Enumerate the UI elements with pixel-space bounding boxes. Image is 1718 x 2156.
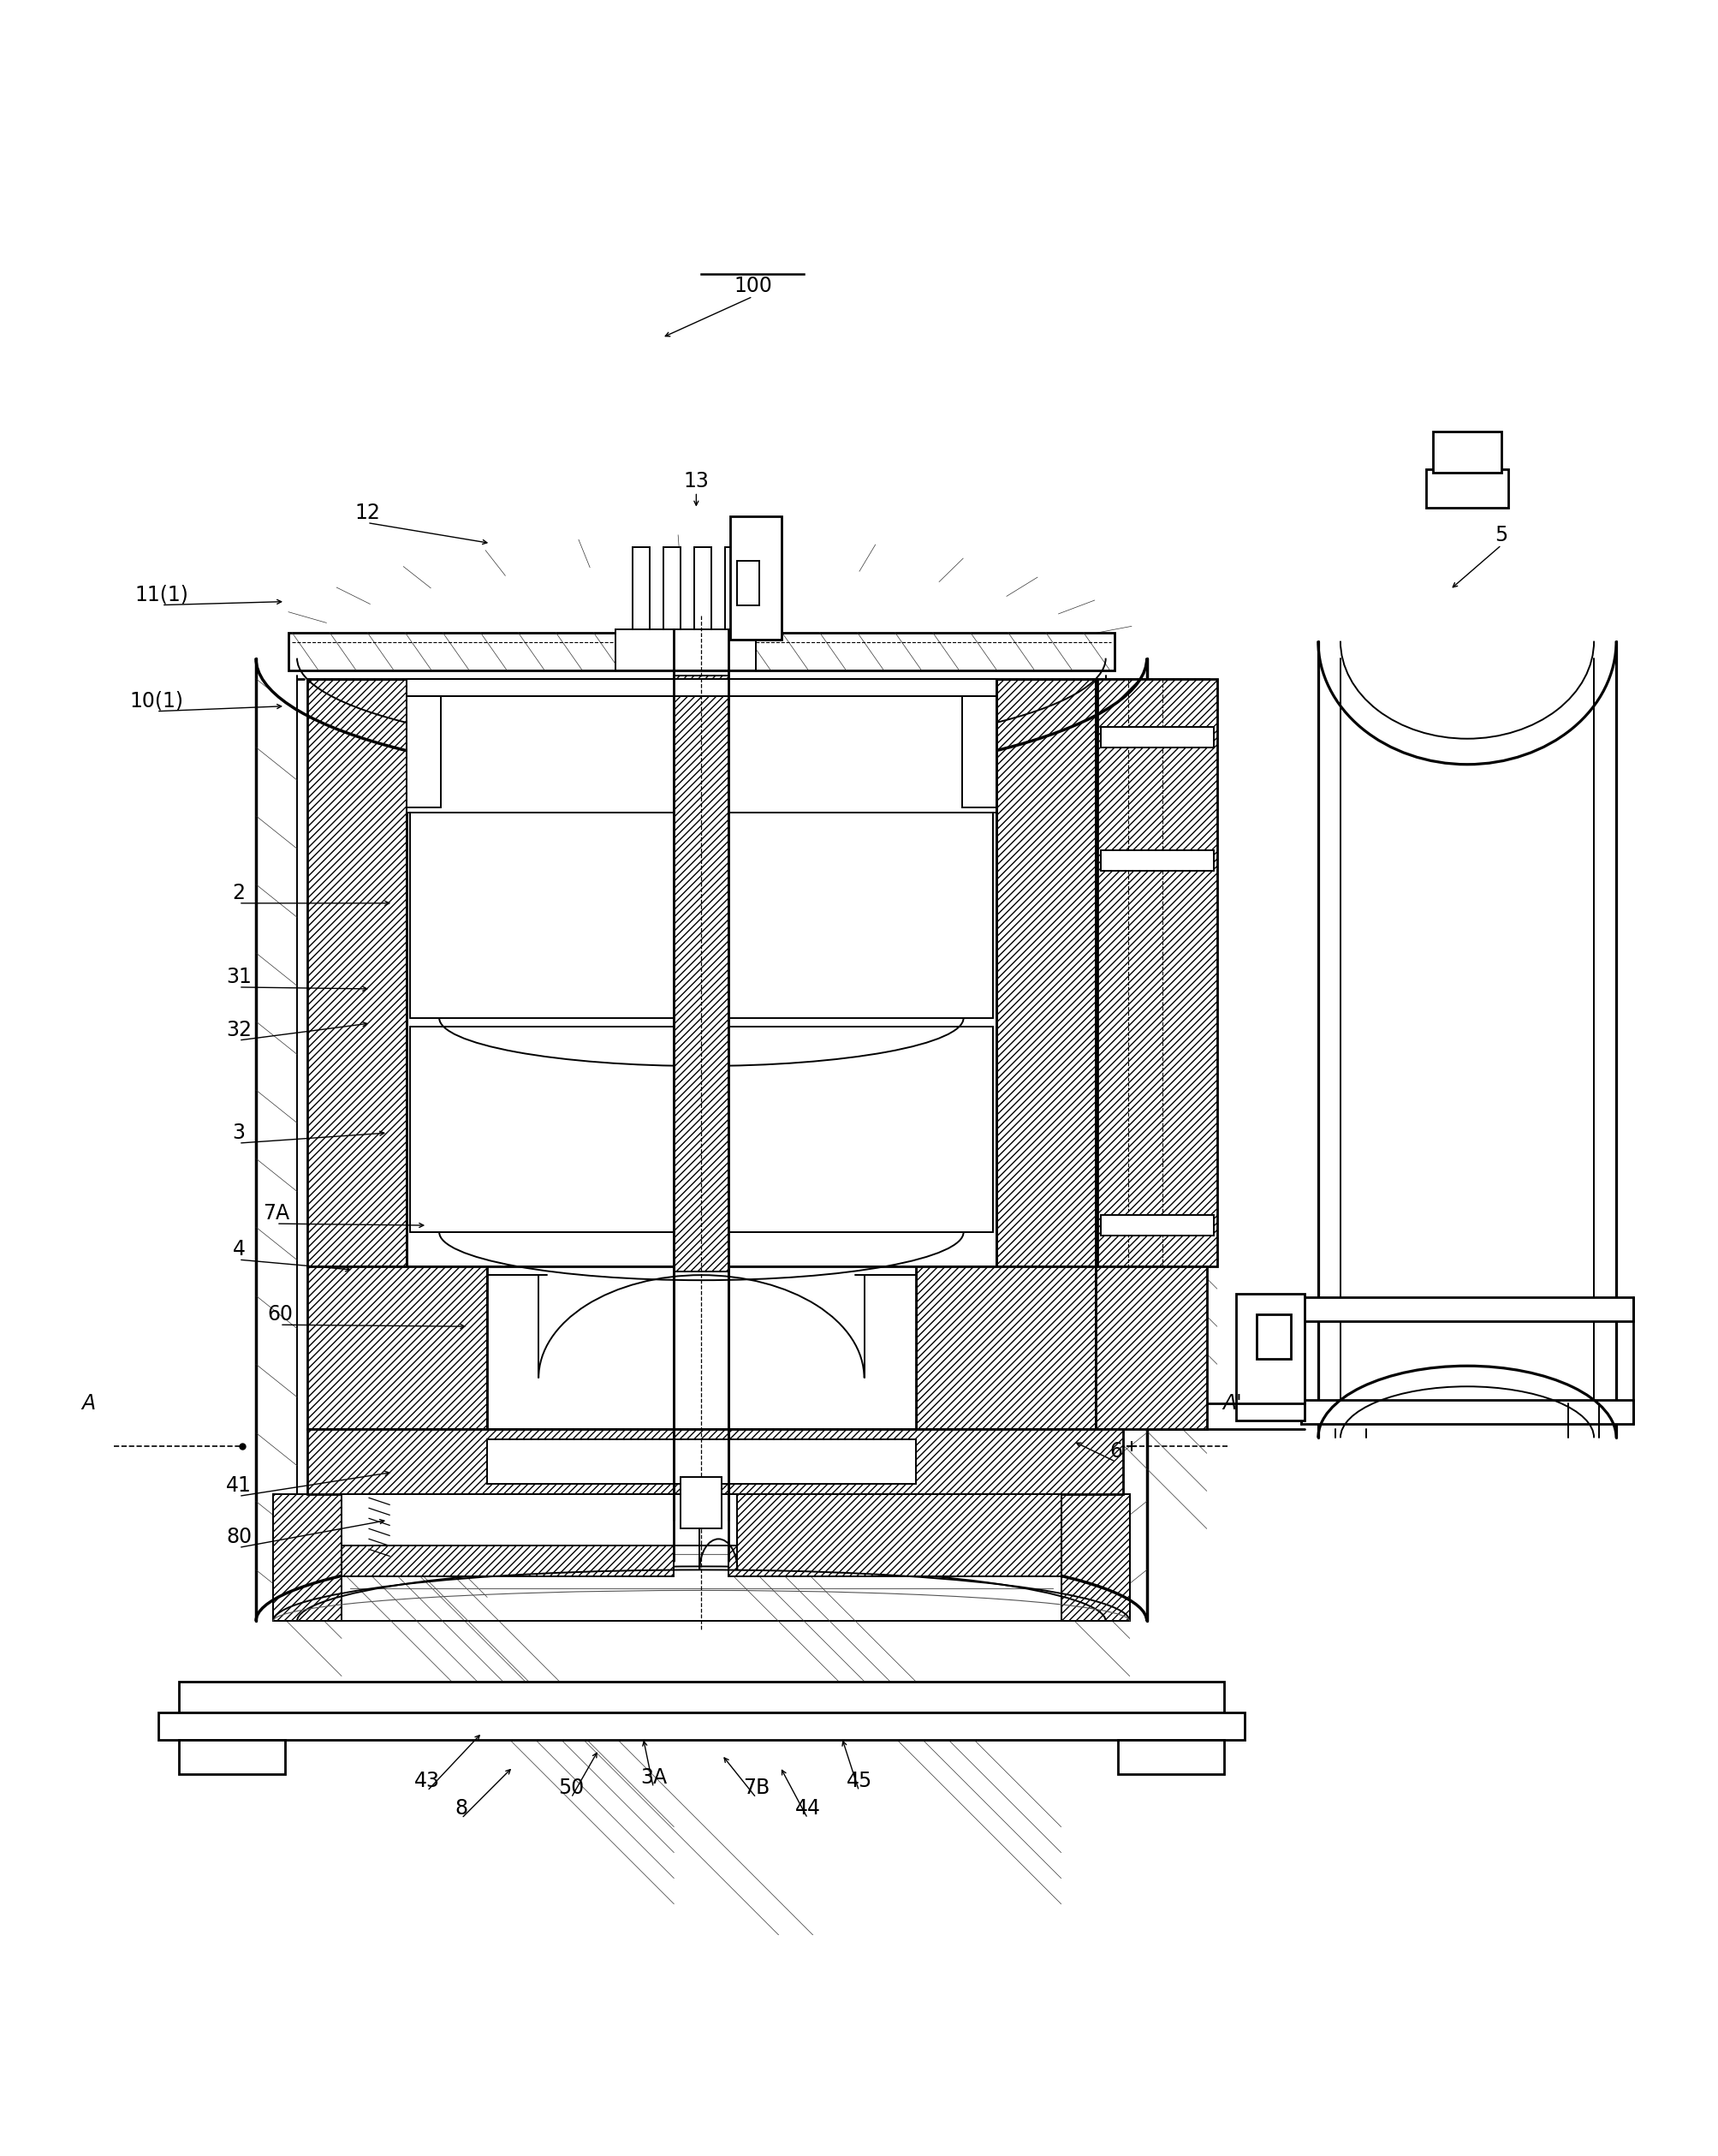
Text: 100: 100: [734, 276, 771, 298]
Bar: [1096, 679, 1208, 1266]
Bar: [407, 696, 442, 806]
Text: 50: 50: [558, 1777, 584, 1798]
Text: 6: 6: [1110, 1442, 1122, 1462]
Bar: [411, 813, 993, 1018]
Bar: [728, 1494, 1062, 1576]
Text: 43: 43: [414, 1770, 440, 1792]
Text: 41: 41: [227, 1475, 251, 1496]
Bar: [1101, 727, 1213, 748]
Bar: [289, 632, 1115, 671]
Bar: [962, 696, 996, 806]
Bar: [996, 679, 1096, 1266]
Text: 10(1): 10(1): [129, 690, 184, 711]
Text: 31: 31: [227, 966, 251, 987]
Bar: [1101, 1216, 1213, 1235]
Bar: [308, 1429, 1124, 1494]
Bar: [663, 548, 680, 630]
Bar: [1301, 1298, 1634, 1322]
Text: 7B: 7B: [742, 1777, 770, 1798]
Bar: [1426, 470, 1508, 507]
Bar: [407, 679, 996, 813]
Bar: [1098, 679, 1216, 1266]
Bar: [411, 1026, 993, 1233]
Text: 4: 4: [232, 1240, 246, 1259]
Text: 8: 8: [455, 1798, 467, 1818]
Bar: [1062, 1494, 1130, 1621]
Text: 3A: 3A: [641, 1768, 667, 1787]
Bar: [308, 1266, 488, 1429]
Text: 3: 3: [232, 1123, 246, 1143]
Bar: [308, 679, 407, 1266]
Bar: [694, 548, 711, 630]
Bar: [680, 1477, 722, 1529]
Bar: [488, 1440, 916, 1483]
Bar: [1096, 1266, 1206, 1429]
Text: 13: 13: [684, 472, 710, 492]
Bar: [342, 1494, 737, 1546]
Text: 2: 2: [232, 882, 246, 903]
Bar: [673, 675, 728, 1272]
Text: 45: 45: [845, 1770, 873, 1792]
Bar: [407, 679, 996, 696]
Text: 5: 5: [1495, 524, 1508, 545]
Bar: [1118, 1740, 1223, 1774]
Text: 7A: 7A: [263, 1203, 290, 1225]
Bar: [179, 1740, 285, 1774]
Bar: [737, 561, 759, 606]
Bar: [730, 515, 782, 640]
Bar: [725, 548, 742, 630]
Text: 44: 44: [795, 1798, 821, 1818]
Bar: [615, 630, 756, 671]
Text: 80: 80: [225, 1526, 253, 1548]
Text: 11(1): 11(1): [134, 584, 189, 606]
Bar: [273, 1494, 342, 1621]
Text: A: A: [81, 1393, 94, 1414]
Text: 12: 12: [354, 502, 380, 522]
Text: 60: 60: [266, 1304, 292, 1324]
Bar: [1301, 1399, 1634, 1425]
Bar: [158, 1712, 1244, 1740]
Bar: [1101, 849, 1213, 871]
Bar: [342, 1494, 673, 1576]
Bar: [488, 1266, 916, 1429]
Bar: [632, 548, 649, 630]
Bar: [179, 1682, 1223, 1712]
Bar: [1256, 1315, 1290, 1358]
Text: 32: 32: [227, 1020, 251, 1041]
Bar: [1433, 431, 1502, 472]
Bar: [916, 1266, 1096, 1429]
Text: A': A': [1223, 1393, 1242, 1414]
Bar: [1235, 1294, 1304, 1421]
